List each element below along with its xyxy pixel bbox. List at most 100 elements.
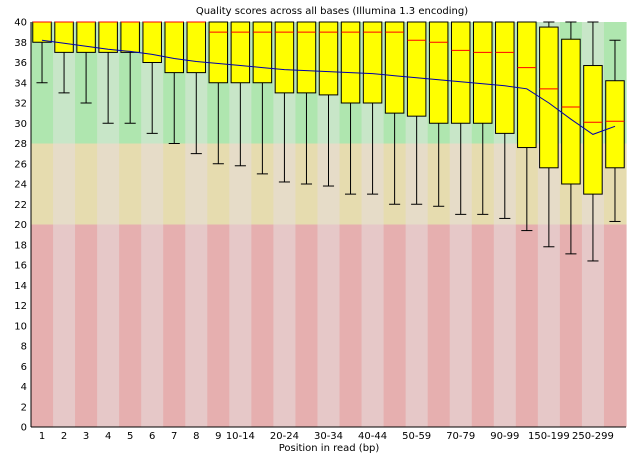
y-tick-label: 22 — [14, 200, 27, 211]
iqr-box — [296, 21, 317, 94]
iqr-box — [517, 21, 537, 149]
zone-reasonable-band — [119, 143, 142, 225]
iqr-box — [318, 21, 339, 96]
zone-reasonable-band — [141, 143, 164, 225]
iqr-box — [274, 21, 295, 94]
iqr-box — [428, 21, 449, 124]
zone-poor-band — [581, 224, 605, 427]
x-tick-label: 250-299 — [572, 431, 614, 442]
iqr-box — [605, 80, 625, 169]
iqr-box — [164, 21, 184, 74]
zone-poor-band — [273, 224, 297, 427]
iqr-box — [208, 21, 229, 84]
iqr-box — [230, 21, 251, 84]
x-tick-label: 10-14 — [226, 431, 255, 442]
x-axis-label: Position in read (bp) — [279, 443, 380, 454]
x-tick-label: 3 — [83, 431, 89, 442]
zone-poor-band — [537, 224, 561, 427]
zone-poor-band — [31, 224, 54, 427]
iqr-box — [142, 21, 162, 63]
zone-reasonable-band — [97, 143, 120, 225]
y-tick-label: 40 — [14, 18, 27, 29]
mean-line — [41, 39, 616, 135]
zone-poor-band — [603, 224, 627, 427]
y-tick-label: 2 — [21, 402, 27, 413]
iqr-box — [32, 21, 52, 43]
iqr-box — [76, 21, 96, 53]
iqr-box — [340, 21, 361, 104]
zone-poor-band — [559, 224, 583, 427]
y-tick-label: 6 — [21, 362, 27, 373]
iqr-box — [473, 21, 493, 124]
zone-poor-band — [97, 224, 120, 427]
zone-poor-band — [163, 224, 186, 427]
zone-poor-band — [119, 224, 142, 427]
zone-reasonable-band — [53, 143, 76, 225]
iqr-box — [561, 38, 581, 185]
x-tick-label: 150-199 — [528, 431, 570, 442]
x-tick-label: 30-34 — [314, 431, 343, 442]
x-tick-label: 1 — [39, 431, 45, 442]
x-tick-label: 90-99 — [490, 431, 519, 442]
y-tick-label: 18 — [14, 240, 27, 251]
y-tick-label: 10 — [14, 321, 27, 332]
zone-poor-band — [493, 224, 517, 427]
zone-poor-band — [53, 224, 76, 427]
iqr-box — [450, 21, 471, 124]
zone-poor-band — [471, 224, 495, 427]
x-tick-label: 70-79 — [446, 431, 475, 442]
iqr-box — [186, 21, 207, 74]
x-tick-labels: 1 2 3 4 5 6 7 8 9 10-14 20-24 30-34 40-44 50-59 70-79 9… — [39, 431, 614, 442]
iqr-box — [539, 26, 559, 169]
y-tick-label: 14 — [14, 281, 27, 292]
axes — [30, 22, 626, 428]
iqr-box — [362, 21, 383, 104]
iqr-box — [252, 21, 273, 84]
zone-poor-band — [339, 224, 363, 427]
x-tick-label: 4 — [105, 431, 111, 442]
zone-reasonable-band — [31, 143, 54, 225]
x-tick-label: 2 — [61, 431, 67, 442]
y-tick-label: 0 — [21, 423, 27, 434]
iqr-box — [54, 21, 74, 53]
y-tick-label: 26 — [14, 159, 27, 170]
iqr-box — [98, 21, 118, 53]
box-series — [32, 21, 625, 262]
x-tick-label: 40-44 — [358, 431, 387, 442]
zone-poor-band — [251, 224, 275, 427]
zone-reasonable-band — [273, 143, 297, 225]
x-tick-label: 20-24 — [270, 431, 299, 442]
y-tick-label: 30 — [14, 119, 27, 130]
y-tick-label: 32 — [14, 99, 27, 110]
zone-poor-band — [405, 224, 429, 427]
zone-poor-band — [449, 224, 473, 427]
y-tick-label: 36 — [14, 58, 27, 69]
zone-reasonable-band — [185, 143, 208, 225]
y-tick-label: 38 — [14, 38, 27, 49]
iqr-box — [406, 21, 427, 117]
zone-poor-band — [229, 224, 252, 427]
zone-poor-band — [141, 224, 164, 427]
chart-title: Quality scores across all bases (Illumin… — [196, 6, 468, 17]
x-tick-label: 8 — [193, 431, 199, 442]
iqr-box — [384, 21, 405, 114]
zone-poor-band — [515, 224, 539, 427]
x-tick-label: 9 — [215, 431, 221, 442]
iqr-box — [120, 21, 140, 53]
zone-poor-band — [185, 224, 208, 427]
x-tick-label: 50-59 — [402, 431, 431, 442]
y-tick-label: 16 — [14, 261, 27, 272]
x-tick-label: 6 — [149, 431, 155, 442]
zone-reasonable-band — [75, 143, 98, 225]
zone-poor-band — [295, 224, 319, 427]
zone-poor-band — [75, 224, 98, 427]
zone-reasonable-band — [251, 143, 275, 225]
iqr-box — [495, 21, 515, 134]
y-tick-label: 34 — [14, 78, 27, 89]
zone-poor-band — [207, 224, 230, 427]
iqr-box — [583, 65, 603, 195]
zone-reasonable-band — [229, 143, 252, 225]
x-tick-label: 5 — [127, 431, 133, 442]
